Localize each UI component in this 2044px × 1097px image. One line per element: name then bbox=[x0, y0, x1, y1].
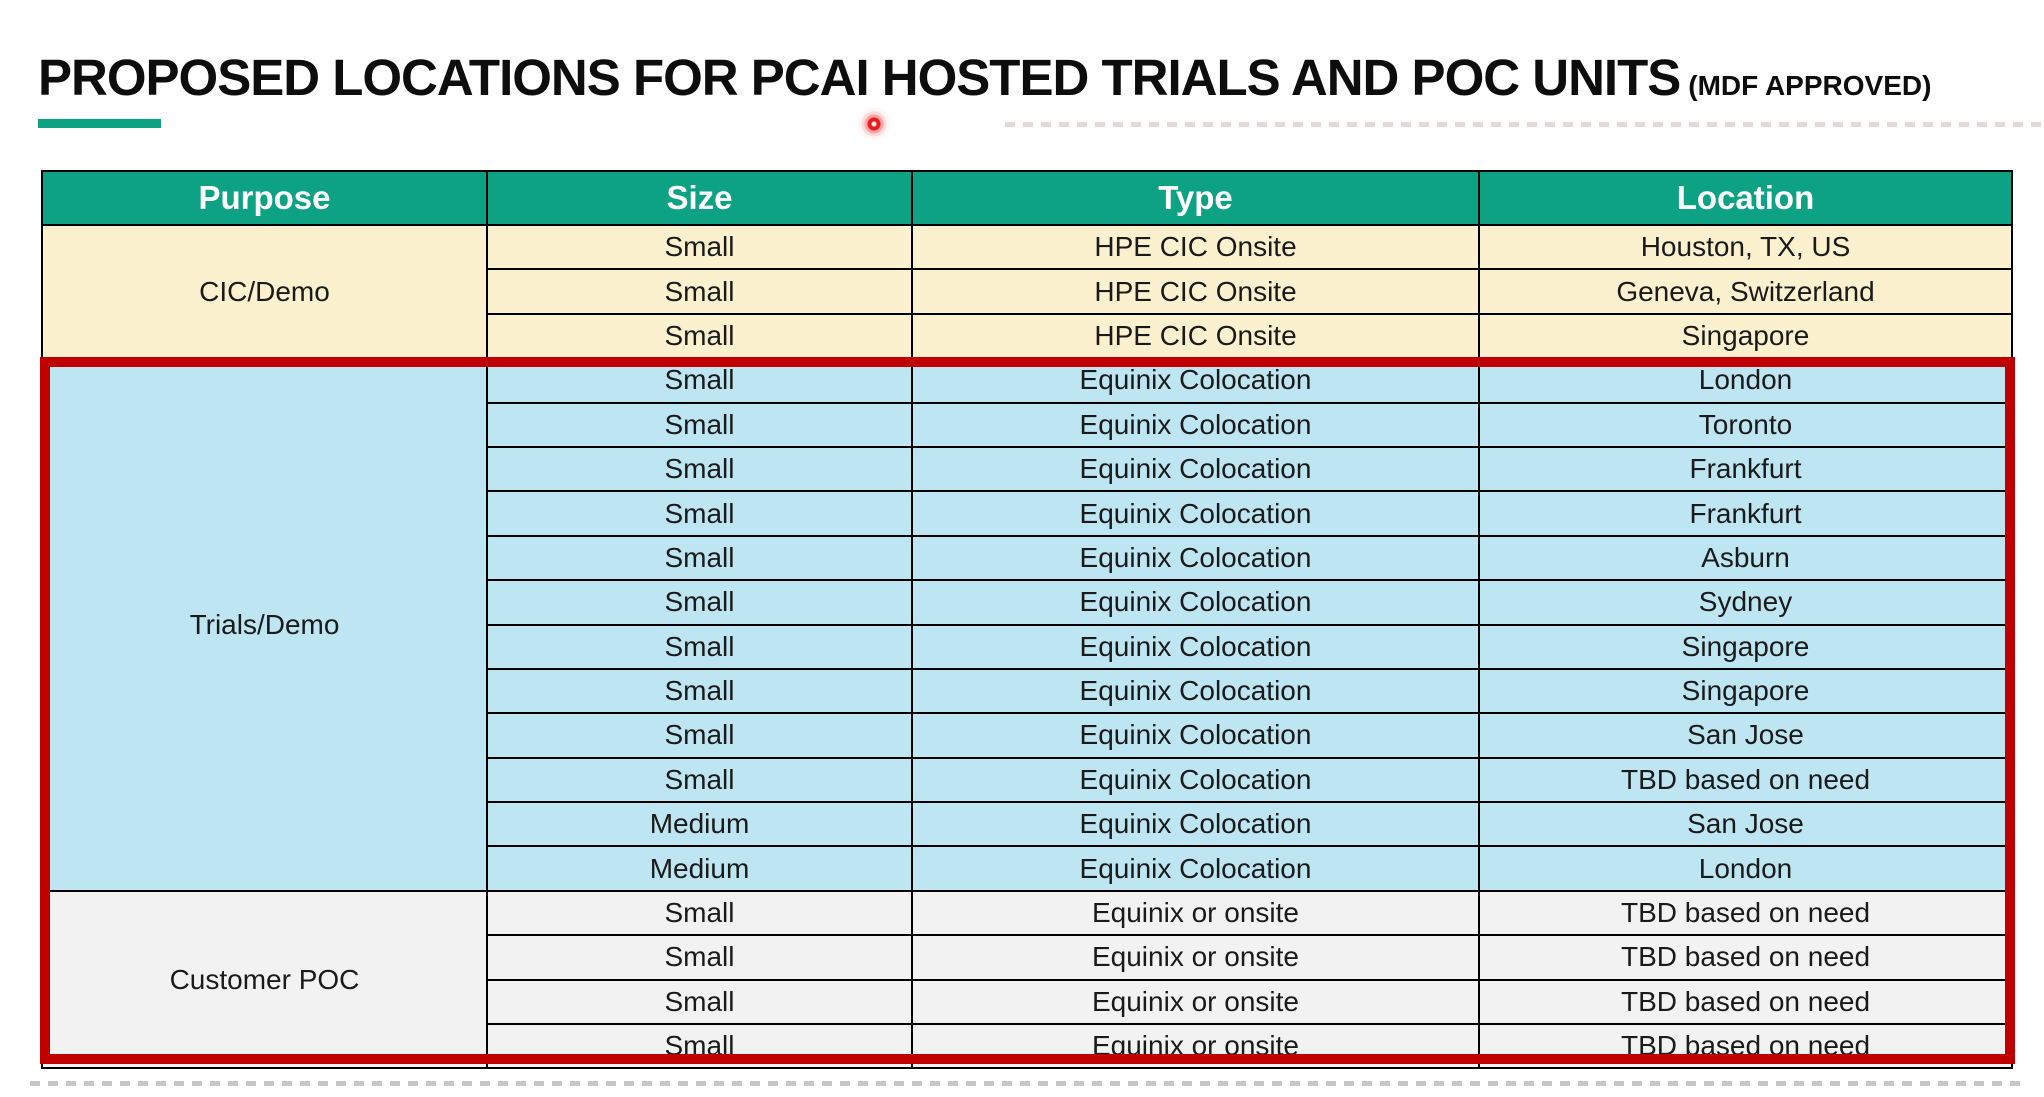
table-cell: Small bbox=[486, 756, 913, 804]
table-cell: Equinix or onsite bbox=[911, 1023, 1480, 1070]
table-cell: Small bbox=[486, 534, 913, 582]
table-cell: Medium bbox=[486, 801, 913, 848]
table-cell: Equinix Colocation bbox=[911, 490, 1480, 537]
table-cell: Equinix Colocation bbox=[911, 401, 1480, 448]
table-cell: Frankfurt bbox=[1478, 490, 2013, 537]
table-cell: Equinix or onsite bbox=[911, 889, 1480, 937]
page-title: PROPOSED LOCATIONS FOR PCAI HOSTED TRIAL… bbox=[38, 50, 1931, 119]
table-cell: Equinix Colocation bbox=[911, 667, 1480, 715]
table-header-row: Purpose Size Type Location bbox=[41, 170, 2013, 226]
table-cell: Small bbox=[486, 889, 913, 937]
table-cell: Medium bbox=[486, 845, 913, 892]
table-row: Small Equinix or onsite TBD based on need bbox=[42, 978, 2013, 1026]
table-row: Customer POC Small Equinix or onsite TBD ba… bbox=[41, 889, 2013, 1070]
table-cell: Small bbox=[486, 490, 913, 537]
table-cell: Equinix Colocation bbox=[911, 357, 1480, 404]
table-row: Small Equinix Colocation Singapore bbox=[42, 667, 2013, 715]
table-cell: Geneva, Switzerland bbox=[1478, 268, 2013, 315]
table-cell: Equinix Colocation bbox=[911, 845, 1480, 892]
page-title-suffix: (MDF APPROVED) bbox=[1688, 70, 1932, 101]
table-cell: Small bbox=[486, 934, 913, 981]
table-row: Small Equinix or onsite TBD based on need bbox=[42, 934, 2013, 981]
table-cell: Asburn bbox=[1478, 534, 2013, 582]
purpose-cell: Customer POC bbox=[41, 889, 488, 1070]
table-cell: Equinix Colocation bbox=[911, 534, 1480, 582]
table-cell: Houston, TX, US bbox=[1478, 223, 2013, 271]
table-cell: London bbox=[1478, 845, 2013, 892]
table-cell: TBD based on need bbox=[1478, 1023, 2013, 1070]
table-cell: Equinix Colocation bbox=[911, 801, 1480, 848]
faint-dashed-line-top bbox=[1005, 122, 2044, 127]
table-cell: TBD based on need bbox=[1478, 889, 2013, 937]
table-cell: Small bbox=[486, 312, 913, 360]
table-row: Small Equinix Colocation Toronto bbox=[42, 401, 2013, 448]
column-header: Type bbox=[911, 170, 1480, 226]
table-cell: Equinix Colocation bbox=[911, 579, 1480, 626]
table-cell: TBD based on need bbox=[1478, 756, 2013, 804]
column-header: Size bbox=[486, 170, 913, 226]
table-cell: Equinix Colocation bbox=[911, 712, 1480, 759]
table-cell: Equinix or onsite bbox=[911, 978, 1480, 1026]
table-row: Small Equinix Colocation Frankfurt bbox=[42, 445, 2013, 493]
column-header: Purpose bbox=[41, 170, 488, 226]
purpose-cell: Trials/Demo bbox=[41, 357, 488, 892]
table-cell: Small bbox=[486, 667, 913, 715]
table-cell: Singapore bbox=[1478, 312, 2013, 360]
table-row: Small HPE CIC Onsite Geneva, Switzerland bbox=[42, 268, 2013, 315]
table-row: Trials/Demo Small Equinix Colocation London bbox=[41, 357, 2013, 892]
table-row: Small Equinix Colocation Frankfurt bbox=[42, 490, 2013, 537]
locations-table: Purpose Size Type Location CIC/Demo Small HPE… bbox=[41, 170, 2013, 1070]
table-cell: Small bbox=[486, 268, 913, 315]
table-cell: HPE CIC Onsite bbox=[911, 312, 1480, 360]
table-cell: Small bbox=[486, 445, 913, 493]
page-title-text: PROPOSED LOCATIONS FOR PCAI HOSTED TRIAL… bbox=[38, 49, 1681, 106]
table-cell: Small bbox=[486, 1023, 913, 1070]
table-cell: Small bbox=[486, 223, 913, 271]
faint-dashed-line-bottom bbox=[30, 1081, 2022, 1086]
table-cell: Equinix Colocation bbox=[911, 623, 1480, 670]
column-header: Location bbox=[1478, 170, 2013, 226]
table-cell: San Jose bbox=[1478, 712, 2013, 759]
table-row: Small Equinix Colocation Asburn bbox=[42, 534, 2013, 582]
table-row: Medium Equinix Colocation London bbox=[42, 845, 2013, 892]
table-row: Small Equinix Colocation Singapore bbox=[42, 623, 2013, 670]
title-accent-bar bbox=[38, 119, 161, 128]
table-cell: Equinix or onsite bbox=[911, 934, 1480, 981]
table-row: CIC/Demo Small HPE CIC Onsite Houston, TX, … bbox=[41, 223, 2013, 360]
table-cell: San Jose bbox=[1478, 801, 2013, 848]
table-cell: Frankfurt bbox=[1478, 445, 2013, 493]
table-row: Small Equinix Colocation Sydney bbox=[42, 579, 2013, 626]
table-cell: Small bbox=[486, 623, 913, 670]
table-body: CIC/Demo Small HPE CIC Onsite Houston, TX, … bbox=[41, 223, 2013, 1070]
table-cell: Equinix Colocation bbox=[911, 445, 1480, 493]
table-cell: Singapore bbox=[1478, 623, 2013, 670]
table-cell: TBD based on need bbox=[1478, 934, 2013, 981]
table-cell: Singapore bbox=[1478, 667, 2013, 715]
table-cell: Sydney bbox=[1478, 579, 2013, 626]
table-row: Small Equinix Colocation TBD based on need bbox=[42, 756, 2013, 804]
table-cell: Equinix Colocation bbox=[911, 756, 1480, 804]
table-row: Small Equinix Colocation San Jose bbox=[42, 712, 2013, 759]
table-cell: Small bbox=[486, 712, 913, 759]
table-row: Medium Equinix Colocation San Jose bbox=[42, 801, 2013, 848]
table-cell: HPE CIC Onsite bbox=[911, 268, 1480, 315]
table-cell: Small bbox=[486, 357, 913, 404]
table-cell: London bbox=[1478, 357, 2013, 404]
table-cell: Small bbox=[486, 579, 913, 626]
table-cell: TBD based on need bbox=[1478, 978, 2013, 1026]
table-cell: Toronto bbox=[1478, 401, 2013, 448]
purpose-cell: CIC/Demo bbox=[41, 223, 488, 360]
table-cell: HPE CIC Onsite bbox=[911, 223, 1480, 271]
table-cell: Small bbox=[486, 401, 913, 448]
table-cell: Small bbox=[486, 978, 913, 1026]
